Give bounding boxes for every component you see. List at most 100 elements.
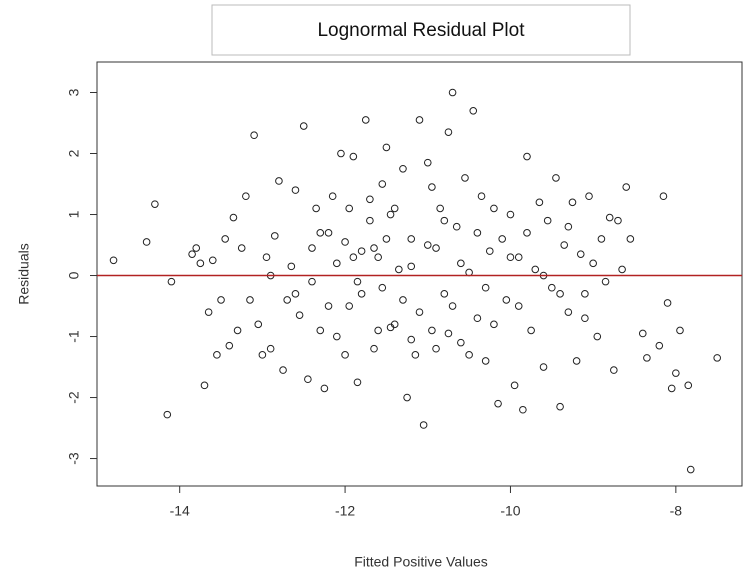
point (481, 357, 490, 365)
y-tick-label: 3 (66, 88, 82, 96)
point (386, 323, 395, 332)
point (589, 259, 597, 268)
point (337, 149, 345, 158)
point (407, 235, 416, 243)
y-tick-label: 2 (66, 149, 82, 157)
y-tick-label: -2 (66, 391, 82, 404)
point (531, 265, 540, 274)
point (250, 131, 258, 140)
point (345, 204, 354, 213)
point (262, 253, 271, 262)
point (448, 88, 457, 97)
point (469, 107, 478, 115)
point (465, 351, 473, 359)
point (399, 296, 407, 304)
point (490, 320, 498, 329)
point (506, 210, 515, 219)
point (328, 192, 337, 201)
point (217, 296, 225, 304)
point (382, 143, 391, 152)
point (448, 302, 457, 310)
point (686, 465, 695, 474)
point (667, 384, 676, 393)
x-tick-label: -8 (670, 503, 683, 519)
point (316, 326, 325, 335)
x-tick-label: -14 (170, 503, 190, 519)
point (188, 250, 196, 258)
point (378, 283, 387, 292)
point (151, 200, 159, 208)
point (142, 238, 151, 246)
point (349, 253, 358, 262)
point (610, 366, 618, 374)
point (519, 405, 527, 414)
point (568, 198, 577, 207)
point (242, 192, 250, 201)
point (341, 238, 349, 246)
point (523, 152, 531, 161)
point (370, 244, 378, 252)
point (341, 351, 349, 359)
point (349, 152, 358, 161)
point (109, 256, 118, 265)
point (581, 314, 589, 323)
point (407, 335, 416, 344)
point (556, 402, 564, 411)
point (444, 329, 453, 338)
point (556, 290, 564, 298)
y-tick-label: -1 (66, 330, 82, 343)
point (299, 122, 308, 130)
point (353, 277, 362, 286)
point (535, 198, 544, 207)
point (572, 357, 581, 365)
point (304, 375, 312, 384)
point (423, 241, 432, 249)
point (279, 366, 287, 374)
point (357, 247, 366, 255)
point (655, 341, 664, 350)
point (407, 262, 416, 271)
x-tick-label: -10 (500, 503, 520, 519)
point (432, 244, 440, 252)
point (514, 302, 523, 310)
point (436, 204, 444, 213)
point (370, 344, 378, 353)
title-box (211, 4, 631, 56)
point (386, 210, 395, 219)
point (585, 192, 593, 201)
point (713, 354, 721, 362)
point (614, 216, 622, 225)
point (361, 116, 370, 124)
point (440, 216, 449, 225)
point (601, 277, 610, 286)
point (399, 164, 407, 173)
point (345, 302, 354, 310)
y-axis-label: Residuals (16, 243, 32, 304)
point (684, 381, 693, 390)
point (626, 235, 635, 243)
point (213, 351, 221, 359)
point (502, 296, 511, 304)
point (452, 222, 461, 231)
point (659, 192, 668, 201)
point (374, 253, 382, 262)
point (287, 262, 296, 271)
point (237, 244, 246, 252)
point (395, 265, 403, 274)
point (283, 296, 291, 304)
point (490, 204, 498, 213)
point (291, 186, 300, 194)
point (204, 308, 213, 316)
point (676, 326, 684, 335)
point (221, 235, 229, 243)
point (312, 204, 320, 213)
point (506, 253, 515, 262)
point (233, 326, 242, 335)
point (638, 329, 647, 338)
chart-title: Lognormal Residual Plot (317, 20, 525, 41)
point (208, 256, 217, 265)
point (415, 116, 424, 124)
point (543, 216, 552, 225)
plot-frame (96, 61, 743, 487)
point (523, 229, 531, 237)
